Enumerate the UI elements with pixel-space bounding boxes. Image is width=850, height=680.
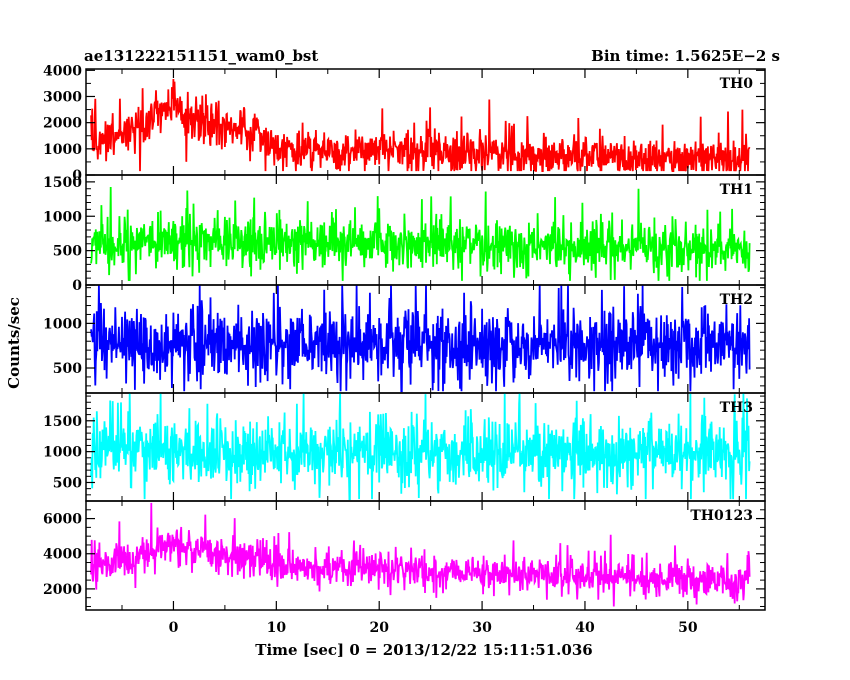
y-tick-label: 1000 xyxy=(43,142,82,158)
series-th2 xyxy=(90,285,751,393)
panel-label: TH2 xyxy=(720,292,753,308)
series-th3 xyxy=(90,393,751,500)
y-tick-label: 1500 xyxy=(43,175,82,191)
x-tick-label: 0 xyxy=(169,620,179,636)
panel-th0: 0 1000 2000 3000 4000 TH0 xyxy=(43,63,766,184)
title-left: ae131222151151_wam0_bst xyxy=(84,47,318,65)
series-th0123 xyxy=(90,502,751,607)
y-tick-label: 1500 xyxy=(43,414,82,430)
x-axis-label: Time [sec] 0 = 2013/12/22 15:11:51.036 xyxy=(255,641,592,659)
y-tick-label: 0 xyxy=(72,278,82,294)
panel-th2: 500 1000 TH2 xyxy=(43,284,766,394)
y-tick-label: 6000 xyxy=(43,512,82,528)
panel-label: TH1 xyxy=(720,182,753,198)
y-tick-label: 4000 xyxy=(43,63,82,79)
y-tick-label: 2000 xyxy=(43,116,82,132)
y-tick-label: 500 xyxy=(53,244,82,260)
y-tick-label: 0 xyxy=(72,168,82,184)
series-th1 xyxy=(90,186,751,281)
x-tick-label: 20 xyxy=(369,620,389,636)
y-tick-label: 1000 xyxy=(43,209,82,225)
y-tick-label: 1000 xyxy=(43,445,82,461)
panel-frame xyxy=(85,500,766,611)
panel-th3: 500 1000 1500 TH3 xyxy=(43,392,766,502)
y-tick-label: 1000 xyxy=(43,316,82,332)
x-tick-label: 30 xyxy=(472,620,492,636)
y-tick-label: 500 xyxy=(53,475,82,491)
panel-th1: 0 500 1000 1500 TH1 xyxy=(43,174,766,294)
panel-label: TH3 xyxy=(720,400,753,416)
panel-label: TH0 xyxy=(720,76,754,92)
title-right: Bin time: 1.5625E−2 s xyxy=(591,47,780,65)
y-tick-label: 2000 xyxy=(43,582,82,598)
panel-th0123: 2000 4000 6000 TH0123 xyxy=(43,500,766,611)
y-tick-label: 4000 xyxy=(43,547,82,563)
series-th0 xyxy=(90,78,751,172)
y-tick-label: 500 xyxy=(53,361,82,377)
x-tick-label: 50 xyxy=(678,620,698,636)
panel-label: TH0123 xyxy=(690,508,753,524)
y-tick-label: 3000 xyxy=(43,89,82,105)
x-tick-label: 40 xyxy=(575,620,595,636)
x-tick-label: 10 xyxy=(267,620,287,636)
y-axis-label: Counts/sec xyxy=(5,297,23,389)
